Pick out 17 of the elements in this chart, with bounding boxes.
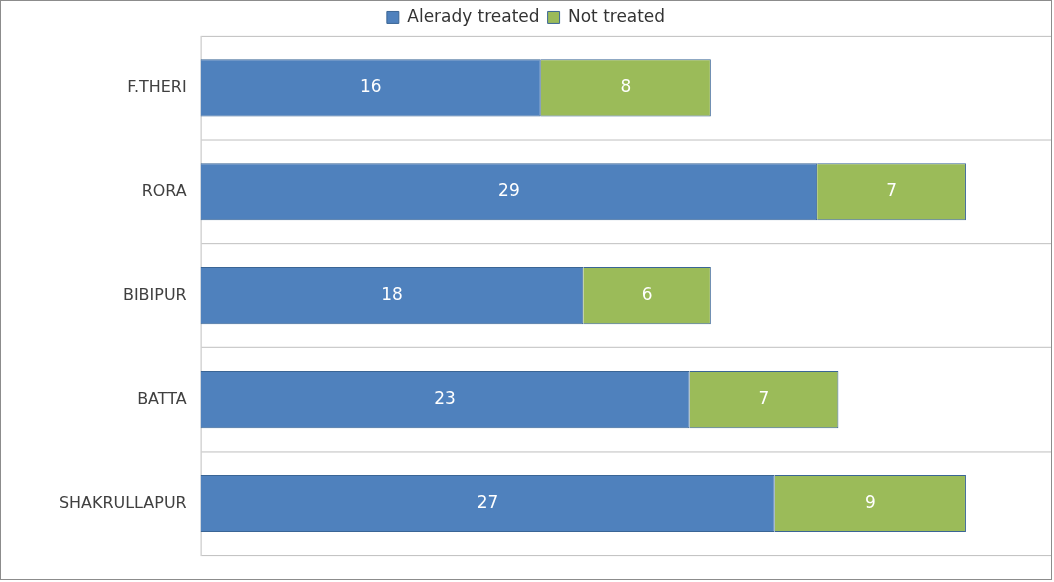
y-tick-label: F.THERI xyxy=(127,76,187,96)
legend-label: Alerady treated xyxy=(407,5,540,26)
y-tick-label: BIBIPUR xyxy=(122,284,187,304)
data-label: 27 xyxy=(476,491,499,512)
data-label: 16 xyxy=(359,76,382,97)
data-label: 23 xyxy=(434,388,456,408)
data-label: 29 xyxy=(498,180,520,201)
data-label: 18 xyxy=(381,284,403,305)
data-label: 6 xyxy=(641,284,653,305)
legend-label: Not treated xyxy=(568,5,666,26)
y-tick-label: BATTA xyxy=(137,388,187,408)
data-label: 7 xyxy=(758,388,770,408)
data-label: 9 xyxy=(864,491,876,512)
data-label: 8 xyxy=(620,76,632,97)
y-tick-label: RORA xyxy=(141,180,187,200)
data-label: 7 xyxy=(886,180,897,201)
y-tick-label: SHAKRULLAPUR xyxy=(58,492,187,512)
